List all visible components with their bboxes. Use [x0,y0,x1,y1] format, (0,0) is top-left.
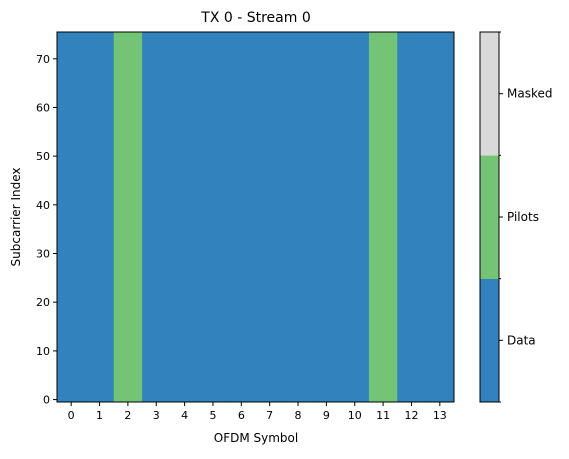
heatmap-column-10 [340,32,370,402]
colorbar-label-masked: Masked [507,87,552,101]
y-axis-label: Subcarrier Index [9,168,23,267]
chart-title: TX 0 - Stream 0 [200,10,310,26]
colorbar-label-pilots: Pilots [507,210,539,224]
x-axis-ticks: 0 1 2 3 4 5 6 7 8 9 10 11 12 13 [68,402,447,422]
heatmap-cells [57,32,455,402]
heatmap-column-2 [113,32,143,402]
y-tick-label: 20 [36,296,50,309]
x-tick-label: 4 [181,409,188,422]
heatmap-column-0 [57,32,86,402]
x-tick-label: 10 [348,409,362,422]
y-tick-label: 60 [36,101,50,114]
colorbar-label-data: Data [507,333,536,347]
heatmap-column-11 [368,32,398,402]
heatmap-column-3 [142,32,171,402]
heatmap-column-9 [312,32,341,402]
y-tick-label: 50 [36,150,50,163]
x-tick-label: 5 [209,409,216,422]
x-tick-label: 7 [266,409,273,422]
x-tick-label: 11 [376,409,390,422]
heatmap-column-7 [255,32,285,402]
heatmap-column-12 [397,32,427,402]
x-tick-label: 0 [68,409,75,422]
y-tick-label: 70 [36,53,50,66]
colorbar: Data Pilots Masked [480,31,552,403]
heatmap-column-13 [425,32,455,402]
heatmap-column-4 [170,32,200,402]
colorbar-segment-masked [480,32,499,156]
x-axis-label: OFDM Symbol [214,431,298,445]
colorbar-segment-data [480,278,499,403]
x-tick-label: 3 [153,409,160,422]
y-tick-label: 40 [36,199,50,212]
x-tick-label: 6 [238,409,245,422]
heatmap-column-6 [227,32,256,402]
colorbar-segment-pilots [480,155,499,279]
y-tick-label: 10 [36,345,50,358]
x-tick-label: 13 [433,409,447,422]
colorbar-frame [479,31,500,403]
x-tick-label: 9 [323,409,330,422]
y-axis-ticks: 0 10 20 30 40 50 60 70 [36,53,57,407]
x-tick-label: 2 [124,409,131,422]
plot-frame [56,31,455,403]
heatmap-column-1 [85,32,115,402]
x-tick-label: 8 [295,409,302,422]
x-tick-label: 1 [96,409,103,422]
y-tick-label: 0 [43,394,50,407]
heatmap-column-8 [283,32,313,402]
y-tick-label: 30 [36,248,50,261]
heatmap-column-5 [198,32,228,402]
x-tick-label: 12 [404,409,418,422]
